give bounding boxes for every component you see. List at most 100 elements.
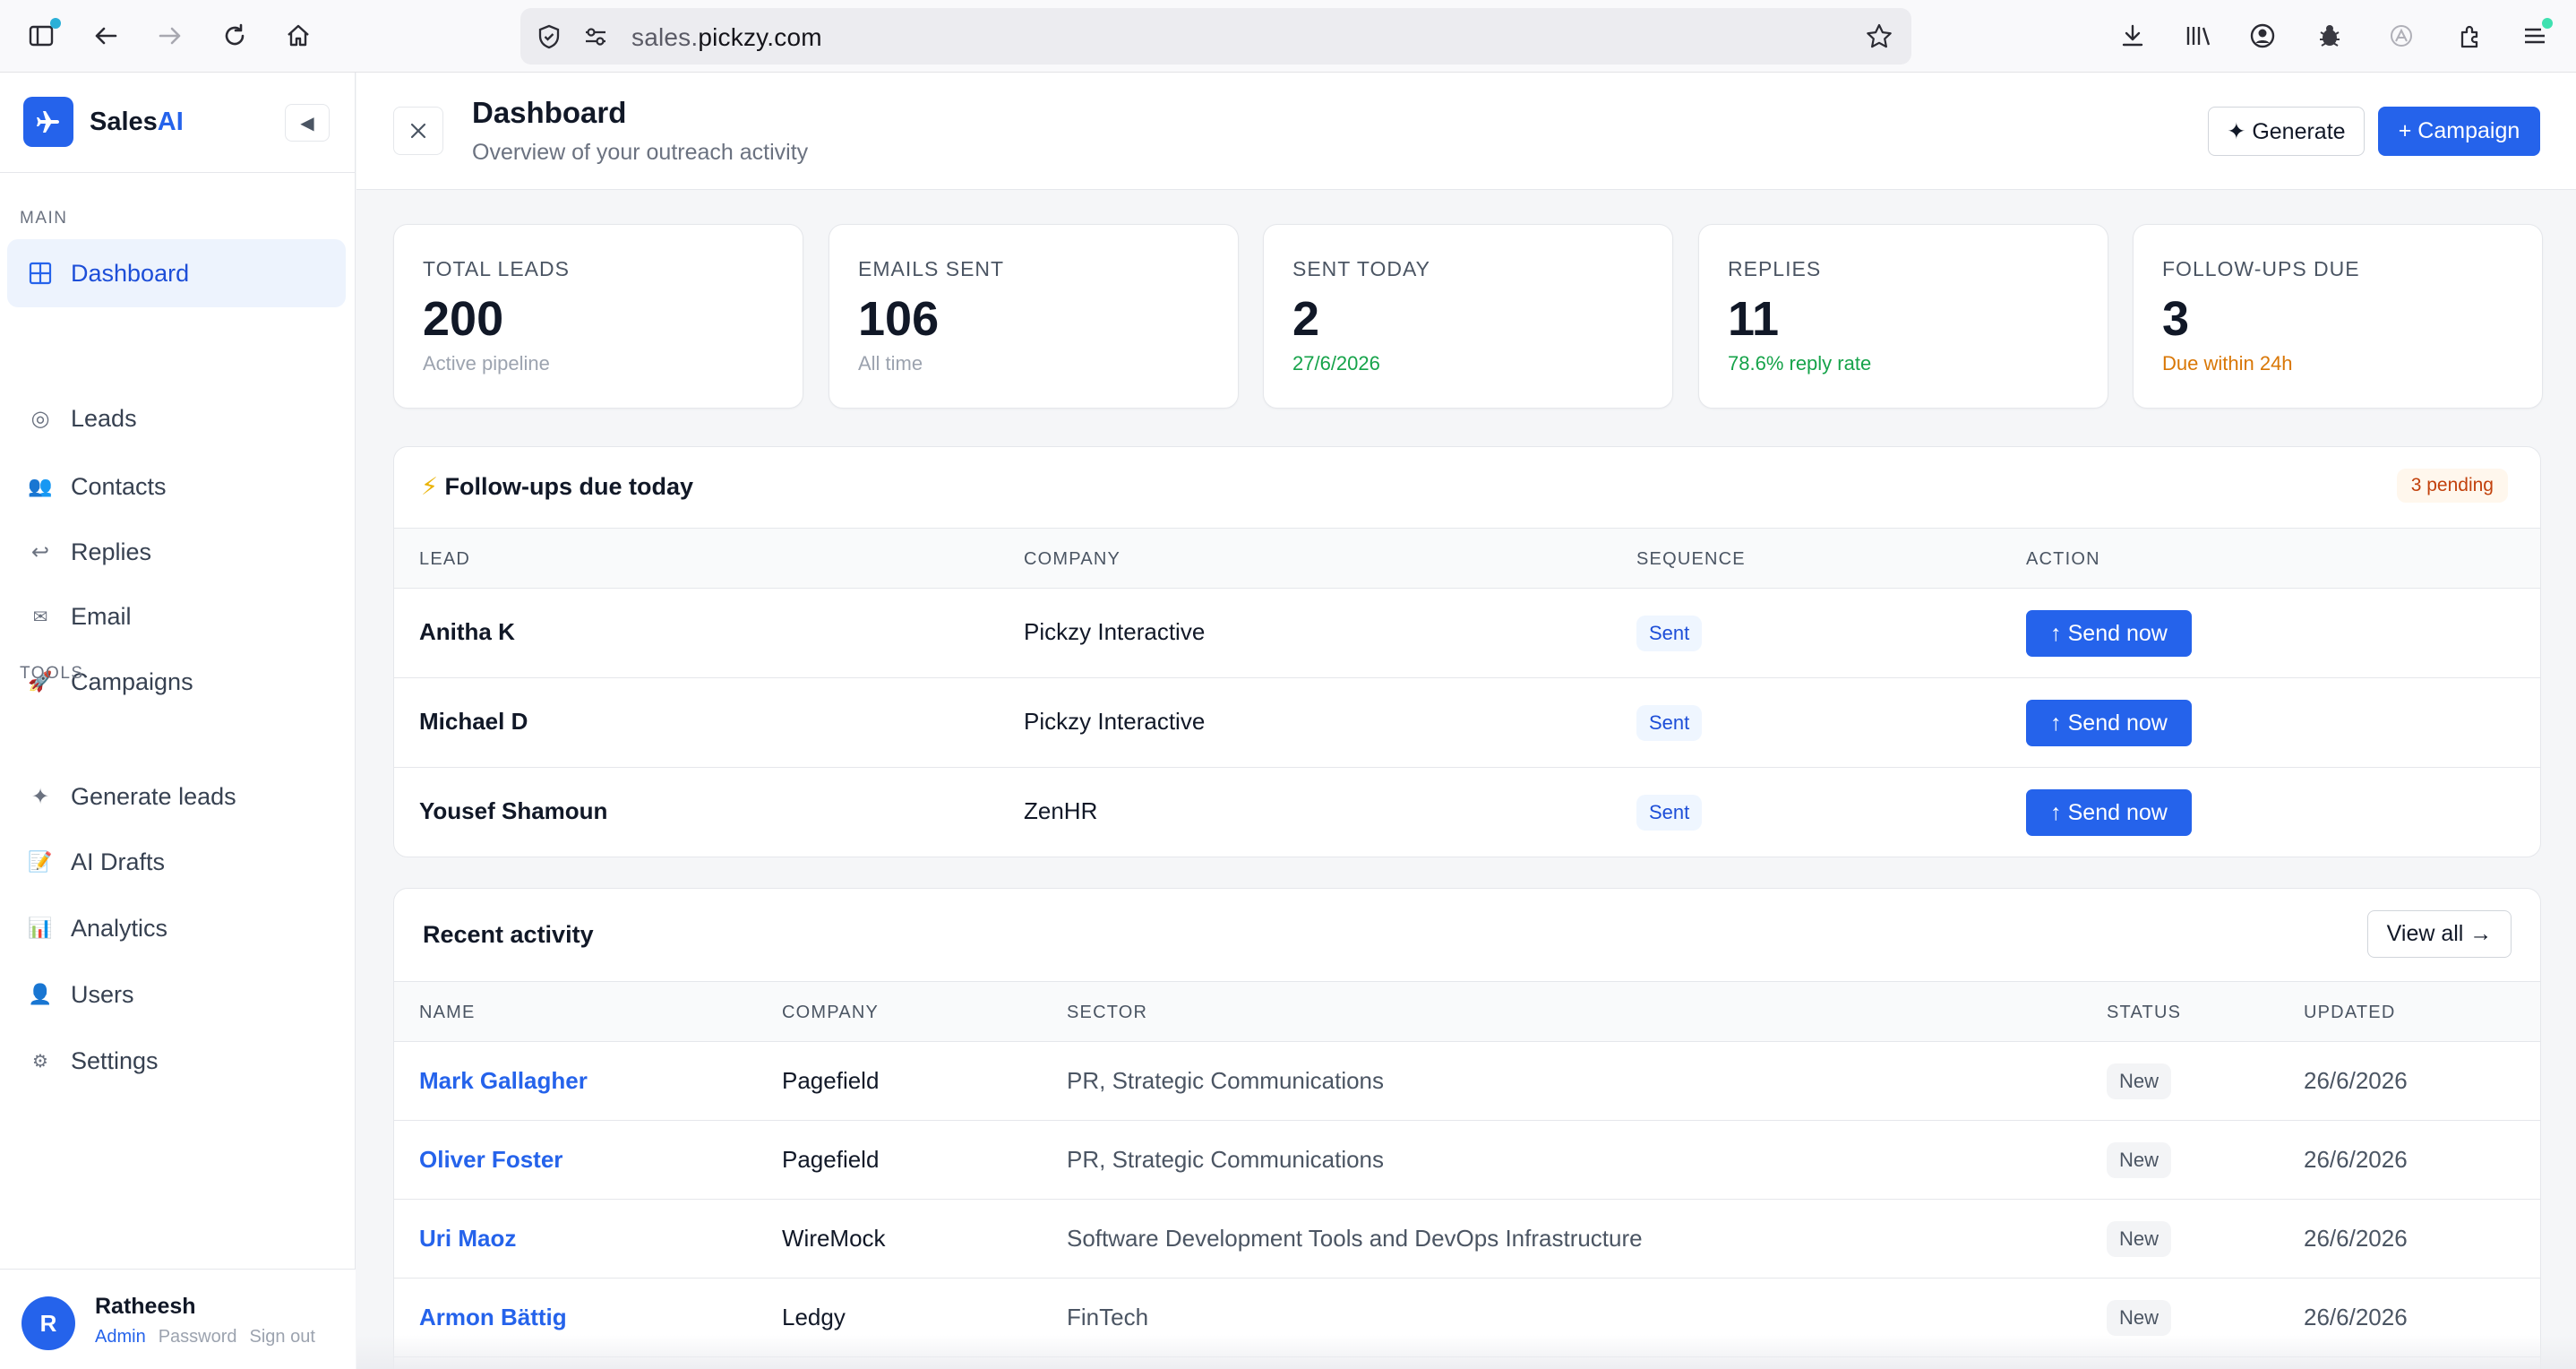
gear-icon: ⚙ [32,1051,48,1072]
sidebar-item-campaigns[interactable]: 🚀 Campaigns [7,648,346,716]
pending-badge: 3 pending [2396,469,2508,503]
sector: Software Development Tools and DevOps In… [1067,1225,1643,1252]
extension-bug-icon[interactable] [2312,18,2348,54]
sidebar-item-label: AI Drafts [71,848,166,875]
send-now-button[interactable]: ↑ Send now [2026,700,2192,746]
sector: PR, Strategic Communications [1067,1146,1385,1173]
brand[interactable]: SalesAI [23,97,184,147]
panel-title: Recent activity [423,921,594,948]
bar-chart-icon: 📊 [28,917,53,939]
sidebar-item-label: Campaigns [71,667,193,695]
collapse-sidebar-button[interactable]: ◀ [285,104,330,142]
sidebar-item-dashboard[interactable]: Dashboard [7,239,346,307]
stat-value: 11 [1728,292,1780,346]
sequence-badge: Sent [1636,705,1703,741]
collapse-arrow-icon: ◀ [300,113,314,133]
user-icon: 👤 [28,983,53,1005]
lead-name: Yousef Shamoun [419,797,608,824]
page-subtitle: Overview of your outreach activity [472,140,809,165]
close-button[interactable] [393,107,443,155]
column-header-lead: LEAD [419,549,471,569]
lead-name: Anitha K [419,618,515,645]
sign-out-link[interactable]: Sign out [249,1327,315,1347]
company-name: Pickzy Interactive [1024,618,1206,645]
column-header-sector: SECTOR [1067,1003,1148,1022]
stat-label: REPLIES [1728,257,1822,280]
library-icon[interactable] [2180,18,2216,54]
lightning-icon: ⚡ [421,473,438,500]
password-link[interactable]: Password [158,1327,237,1347]
reload-icon[interactable] [217,18,253,54]
sidebar-item-users[interactable]: 👤 Users [7,960,346,1029]
view-all-button[interactable]: View all → [2367,910,2512,958]
home-icon[interactable] [280,18,316,54]
shield-icon[interactable] [531,19,567,55]
sidebar-item-label: Analytics [71,914,168,942]
recent-activity-panel: Recent activity View all → NAME COMPANY … [393,888,2541,1369]
sidebar-item-ai-drafts[interactable]: 📝 AI Drafts [7,828,346,896]
downloads-icon[interactable] [2115,18,2151,54]
close-icon [410,123,426,139]
stat-subtext: 78.6% reply rate [1728,352,1872,375]
lead-name-link[interactable]: Oliver Foster [419,1146,563,1173]
table-row: Yousef Shamoun ZenHR Sent ↑ Send now [394,768,2540,857]
sequence-badge: Sent [1636,795,1703,831]
extensions-puzzle-icon[interactable] [2452,18,2488,54]
send-now-button[interactable]: ↑ Send now [2026,789,2192,836]
address-bar[interactable]: sales.pickzy.com [520,8,1911,65]
page-title: Dashboard [472,96,627,129]
lead-name-link[interactable]: Mark Gallagher [419,1067,588,1094]
send-now-button[interactable]: ↑ Send now [2026,610,2192,657]
forward-icon[interactable] [152,18,188,54]
target-icon: ◎ [30,406,50,431]
sidebar-item-label: Contacts [71,472,167,500]
generate-button[interactable]: ✦ Generate [2208,107,2365,156]
updated-date: 26/6/2026 [2304,1304,2408,1330]
company-name: Pagefield [782,1146,880,1173]
section-label-main: MAIN [20,209,68,228]
panel-title: ⚡ Follow-ups due today [421,473,693,500]
sidebar-item-analytics[interactable]: 📊 Analytics [7,894,346,962]
browser-toolbar: sales.pickzy.com [0,0,2576,73]
sidebar-item-leads[interactable]: ◎ Leads [7,384,346,452]
page-settings-icon[interactable] [578,19,614,55]
new-campaign-button[interactable]: + Campaign [2378,107,2540,156]
sidebar-item-generate-leads[interactable]: ✦ Generate leads [7,762,346,831]
updated-date: 26/6/2026 [2304,1146,2408,1173]
sidebar-item-replies[interactable]: ↩ Replies [7,518,346,586]
account-icon[interactable] [2245,18,2280,54]
menu-icon[interactable] [2517,18,2553,54]
table-row: Mark Gallagher Pagefield PR, Strategic C… [394,1042,2540,1121]
people-icon: 👥 [28,475,53,497]
sidebar-item-email[interactable]: ✉ Email [7,582,346,650]
sidebar-item-settings[interactable]: ⚙ Settings [7,1027,346,1095]
stat-card-follow-ups-due: FOLLOW-UPS DUE 3 Due within 24h [2133,224,2543,409]
bookmark-star-icon[interactable] [1861,19,1897,55]
back-icon[interactable] [88,18,124,54]
sidebar-item-label: Replies [71,538,152,565]
sidebar-item-label: Dashboard [71,259,190,287]
sidebar-toggle-icon[interactable] [23,18,61,54]
user-links: Admin Password Sign out [95,1327,315,1347]
stat-label: EMAILS SENT [858,257,1005,280]
table-row: Anitha K Pickzy Interactive Sent ↑ Send … [394,589,2540,678]
stat-card-replies: REPLIES 11 78.6% reply rate [1698,224,2108,409]
updated-date: 26/6/2026 [2304,1225,2408,1252]
followups-panel: ⚡ Follow-ups due today 3 pending LEAD CO… [393,446,2541,857]
stat-value: 3 [2162,292,2190,346]
sidebar-item-label: Settings [71,1046,159,1074]
company-name: Pickzy Interactive [1024,708,1206,735]
sidebar-item-label: Email [71,602,132,630]
sector: FinTech [1067,1304,1149,1330]
company-name: ZenHR [1024,797,1098,824]
sidebar-item-contacts[interactable]: 👥 Contacts [7,452,346,521]
section-label-tools: TOOLS [20,664,84,683]
avatar[interactable]: R [21,1296,75,1350]
lead-name-link[interactable]: Uri Maoz [419,1225,517,1252]
column-header-name: NAME [419,1003,476,1022]
url-text[interactable]: sales.pickzy.com [631,23,822,51]
table-row: Uri Maoz WireMock Software Development T… [394,1200,2540,1279]
translate-extension-icon[interactable] [2383,18,2419,54]
company-name: WireMock [782,1225,886,1252]
lead-name-link[interactable]: Armon Bättig [419,1304,567,1330]
